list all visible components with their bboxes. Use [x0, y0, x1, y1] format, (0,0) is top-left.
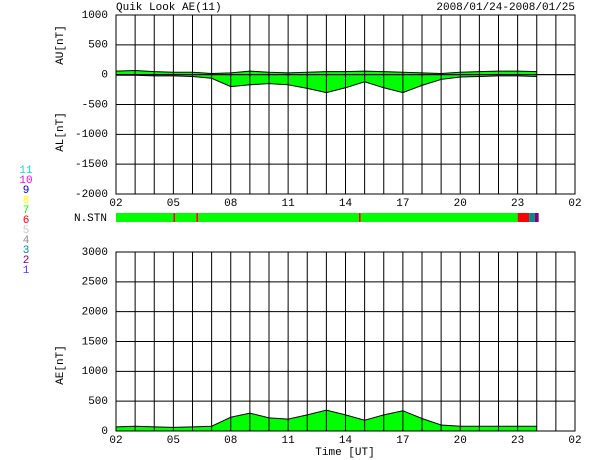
y-tick-label: 2500	[82, 277, 108, 289]
x-tick-label: 05	[167, 435, 180, 447]
x-tick-label: 02	[568, 435, 581, 447]
x-tick-label: 14	[339, 198, 353, 210]
station-segment	[198, 213, 359, 222]
y-tick-label: 1500	[82, 336, 108, 348]
legend-label: 6	[23, 215, 30, 227]
legend-label: 7	[23, 205, 30, 217]
plot-frame	[115, 14, 576, 195]
legend-label: 10	[19, 175, 32, 187]
y-axis-label: AU[nT]	[55, 25, 67, 65]
chart-title: Quik Look AE(11)	[116, 2, 222, 14]
station-segment	[358, 213, 361, 222]
x-tick-label: 08	[224, 198, 237, 210]
legend-label: 4	[23, 235, 30, 247]
station-segment	[534, 213, 539, 222]
y-tick-label: 3000	[82, 247, 108, 259]
area-outline	[115, 409, 537, 428]
y-tick-label: -1000	[75, 129, 108, 141]
area-outline	[116, 74, 537, 94]
y-tick-label: -1500	[75, 159, 108, 171]
station-segment	[517, 213, 530, 222]
y-axis-label: AE[nT]	[55, 345, 67, 385]
legend-label: 8	[23, 195, 30, 207]
station-segment	[116, 213, 174, 222]
y-tick-label: 500	[88, 40, 108, 52]
x-tick-label: 20	[454, 435, 467, 447]
legend-label: 3	[23, 245, 30, 257]
x-tick-label: 20	[454, 198, 467, 210]
legend-label: 5	[23, 225, 30, 237]
x-axis-label: Time [UT]	[315, 447, 374, 459]
y-tick-label: 500	[88, 396, 108, 408]
x-tick-label: 08	[224, 435, 237, 447]
area-outline	[115, 69, 537, 74]
y-tick-label: 0	[101, 70, 108, 82]
x-tick-label: 11	[282, 435, 296, 447]
x-tick-label: 17	[396, 435, 409, 447]
station-segment	[175, 213, 197, 222]
y-tick-label: -2000	[75, 189, 108, 201]
station-segment	[360, 213, 518, 222]
y-axis-label: AL[nT]	[55, 112, 67, 152]
x-tick-label: 23	[511, 198, 524, 210]
legend-label: 1	[23, 265, 30, 277]
legend-label: 11	[19, 165, 33, 177]
x-tick-label: 05	[167, 198, 180, 210]
x-tick-label: 02	[109, 198, 122, 210]
x-tick-label: 14	[339, 435, 353, 447]
y-tick-label: 1000	[82, 10, 108, 22]
stations-label: N.STN	[74, 213, 107, 225]
x-tick-label: 23	[511, 435, 524, 447]
y-tick-label: 2000	[82, 307, 108, 319]
y-tick-label: 1000	[82, 366, 108, 378]
station-segment	[529, 213, 535, 222]
x-tick-label: 02	[109, 435, 122, 447]
plot-frame	[115, 251, 576, 432]
legend-label: 2	[23, 255, 30, 267]
station-segment	[173, 213, 176, 222]
x-tick-label: 02	[568, 198, 581, 210]
x-tick-label: 11	[282, 198, 296, 210]
chart-subtitle: 2008/01/24-2008/01/25	[436, 2, 575, 14]
x-tick-label: 17	[396, 198, 409, 210]
y-tick-label: -500	[82, 99, 108, 111]
station-segment	[196, 213, 199, 222]
y-tick-label: 0	[101, 426, 108, 438]
legend-label: 9	[23, 185, 30, 197]
